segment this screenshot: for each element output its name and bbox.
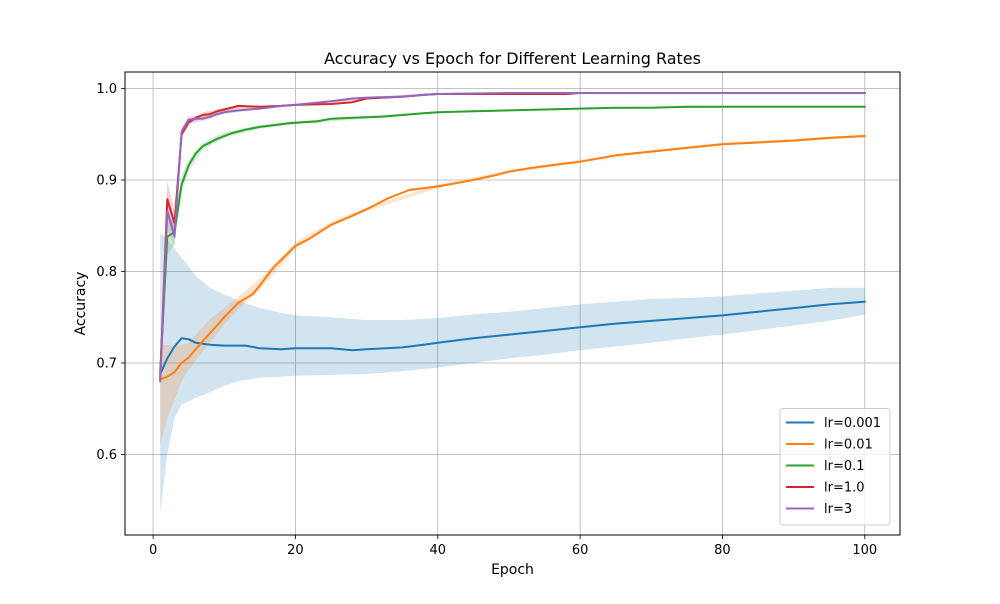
x-axis-label: Epoch — [491, 562, 534, 578]
y-tick-label: 0.8 — [96, 265, 117, 280]
legend-label: lr=0.1 — [824, 459, 865, 474]
legend-box — [779, 408, 891, 526]
y-tick-label: 0.7 — [96, 356, 117, 371]
band-lr-0-001 — [160, 233, 865, 513]
x-tick-label: 80 — [714, 543, 731, 558]
y-tick-label: 0.6 — [96, 448, 117, 463]
axis-ticks: 0 20 40 60 80 100 0.6 0.7 0.8 0.9 1.0 — [96, 82, 877, 558]
series-line-lr-0-1 — [159, 105, 866, 374]
x-tick-label: 20 — [287, 543, 304, 558]
x-tick-label: 60 — [572, 543, 589, 558]
legend-label: lr=0.01 — [824, 438, 873, 453]
y-axis-label: Accuracy — [73, 272, 89, 336]
y-tick-label: 0.9 — [96, 173, 117, 188]
series-line-lr-3 — [159, 92, 866, 383]
legend-label: lr=1.0 — [824, 481, 865, 496]
series-lines — [158, 92, 866, 383]
x-tick-label: 100 — [852, 543, 877, 558]
legend-label: lr=0.001 — [824, 416, 881, 431]
y-tick-label: 1.0 — [96, 82, 117, 97]
x-tick-label: 40 — [430, 543, 447, 558]
grid — [125, 72, 900, 535]
legend-label: lr=3 — [824, 502, 852, 517]
plot-frame — [124, 71, 901, 536]
chart-title: Accuracy vs Epoch for Different Learning… — [324, 49, 701, 68]
legend: lr=0.001 lr=0.01 lr=0.1 lr=1.0 lr=3 — [779, 408, 891, 526]
x-tick-label: 0 — [149, 543, 157, 558]
series-line-lr-0-001 — [158, 300, 866, 376]
series-line-lr-0-01 — [158, 135, 866, 381]
